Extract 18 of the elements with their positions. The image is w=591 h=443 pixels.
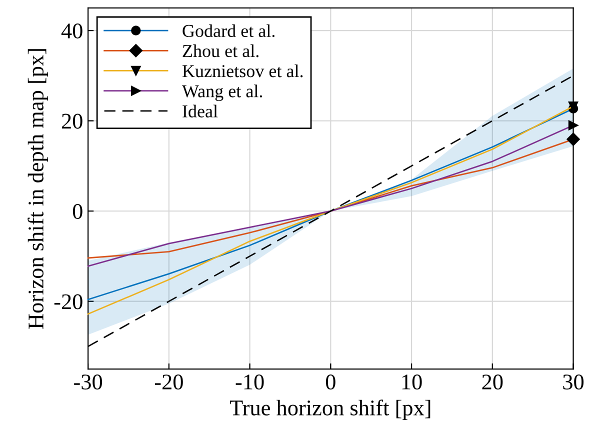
x-tick-label: 10 [402, 374, 422, 390]
legend-label: Wang et al. [182, 84, 262, 102]
legend-label: Ideal [182, 104, 218, 118]
y-tick-label: 0 [72, 204, 82, 219]
y-tick-label: 40 [61, 23, 82, 38]
x-tick-label: -30 [74, 374, 102, 390]
x-axis-title: True horizon shift [px] [230, 400, 430, 420]
legend-label: Godard et al. [182, 24, 275, 38]
y-tick-label: -20 [54, 294, 82, 310]
y-axis-title: Horizon shift in depth map [px] [28, 49, 48, 329]
y-tick-label: 20 [62, 114, 82, 129]
legend-label: Kuznietsov et al. [182, 64, 303, 78]
x-tick-label: 0 [326, 374, 336, 390]
x-tick-label: -10 [236, 374, 264, 390]
x-tick-label: -20 [154, 374, 183, 390]
x-tick-label: 20 [482, 374, 503, 390]
legend-label: Zhou et al. [182, 44, 258, 58]
x-tick-label: 30 [563, 374, 584, 390]
